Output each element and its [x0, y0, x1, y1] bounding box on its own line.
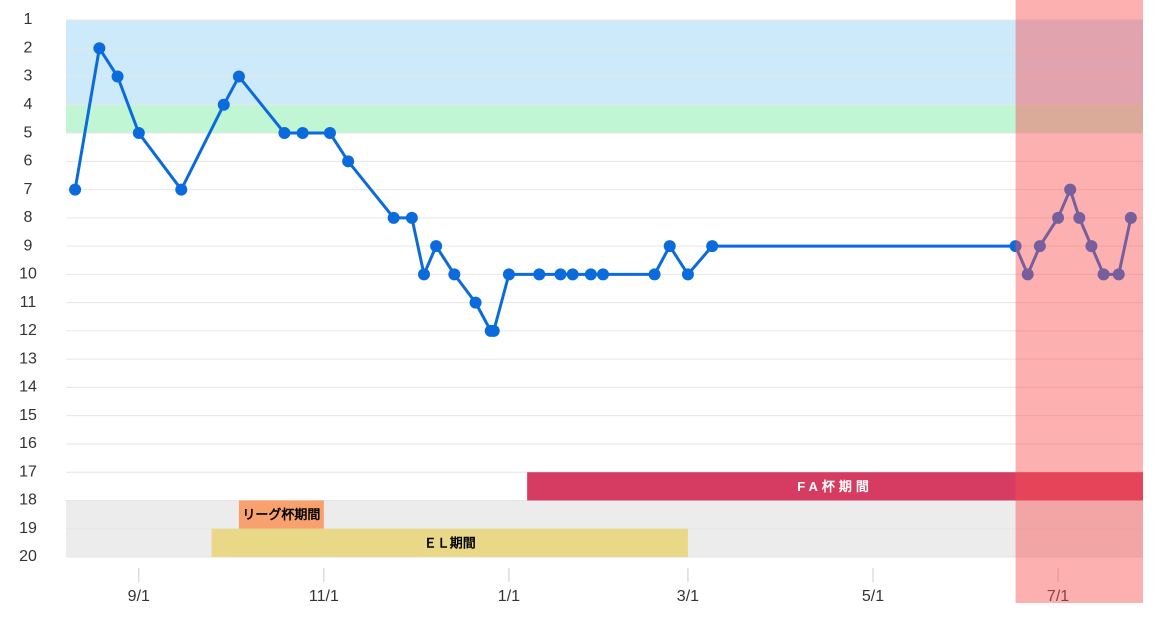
point [417, 268, 430, 281]
y-tick-label: 19 [19, 520, 37, 537]
point [663, 240, 676, 253]
point [430, 240, 443, 253]
point [554, 268, 567, 281]
y-tick-label: 1 [24, 11, 33, 28]
x-band [1015, 0, 1143, 603]
point [1033, 240, 1046, 253]
period-label: FA杯期間 [797, 479, 873, 494]
point [448, 268, 461, 281]
y-tick-label: 16 [19, 435, 37, 452]
x-tick-label: 1/1 [498, 588, 520, 605]
point [217, 98, 230, 111]
point [533, 268, 546, 281]
y-band [66, 20, 1143, 105]
point [175, 183, 188, 196]
y-tick-label: 18 [19, 492, 37, 509]
point [323, 127, 336, 140]
x-tick-label: 3/1 [677, 588, 699, 605]
point [232, 70, 245, 83]
point [469, 296, 482, 309]
point [648, 268, 661, 281]
y-tick-label: 17 [19, 463, 37, 480]
point [584, 268, 597, 281]
y-tick-label: 9 [24, 237, 33, 254]
y-tick-label: 6 [24, 153, 33, 170]
y-tick-label: 5 [24, 124, 33, 141]
period-bar [238, 500, 324, 529]
y-tick-label: 15 [19, 407, 37, 424]
x-tick-label: 7/1 [1047, 588, 1069, 605]
period-label: ＥＬ期間 [424, 535, 476, 550]
point [111, 70, 124, 83]
point [487, 324, 500, 337]
x-tick-label: 11/1 [309, 588, 339, 605]
point [681, 268, 694, 281]
point [1073, 211, 1086, 224]
period-bar [527, 472, 1143, 501]
point [1085, 240, 1098, 253]
point [1009, 240, 1022, 253]
y-tick-label: 14 [19, 379, 37, 396]
y-tick-label: 7 [24, 181, 33, 198]
point [1097, 268, 1110, 281]
point [1124, 211, 1137, 224]
period-bar [211, 528, 688, 557]
point [1064, 183, 1077, 196]
y-tick-label: 20 [19, 548, 37, 565]
y-tick-label: 10 [19, 266, 37, 283]
y-band [66, 104, 1143, 134]
point [342, 155, 355, 168]
point [278, 127, 291, 140]
y-tick-label: 13 [19, 350, 37, 367]
period-label: リーグ杯期間 [242, 507, 320, 522]
x-tick-label: 9/1 [128, 588, 150, 605]
point [93, 42, 106, 55]
y-tick-label: 12 [19, 322, 37, 339]
point [296, 127, 309, 140]
y-tick-label: 3 [24, 68, 33, 85]
point [69, 183, 82, 196]
point [596, 268, 609, 281]
point [1112, 268, 1125, 281]
y-tick-label: 11 [20, 294, 37, 311]
point [1052, 211, 1065, 224]
point [502, 268, 515, 281]
point [1021, 268, 1034, 281]
point [706, 240, 719, 253]
y-tick-label: 4 [24, 96, 33, 113]
x-tick-label: 5/1 [862, 588, 884, 605]
y-tick-label: 2 [24, 39, 33, 56]
point [132, 127, 145, 140]
point [405, 211, 418, 224]
point [566, 268, 579, 281]
y-tick-label: 8 [24, 209, 33, 226]
point [387, 211, 400, 224]
